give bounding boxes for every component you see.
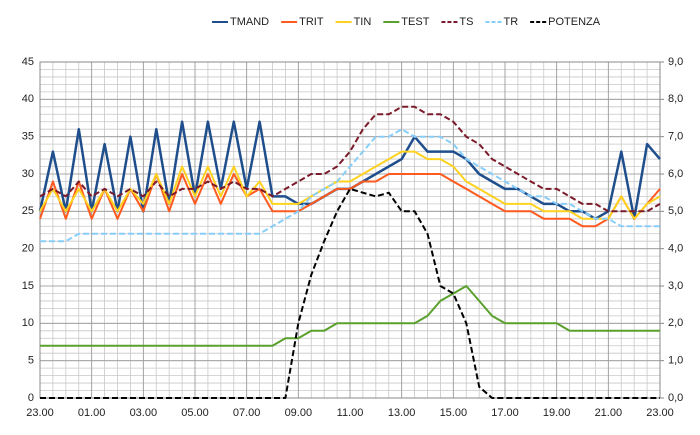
legend-label: POTENZA: [548, 16, 601, 28]
x-tick-label: 19.00: [543, 407, 571, 419]
series-line: [40, 285, 660, 347]
y2-tick-label: 4,0: [668, 243, 683, 255]
x-tick-label: 05.00: [181, 407, 209, 419]
legend-label: TS: [459, 16, 473, 28]
legend-label: TR: [503, 16, 518, 28]
y2-tick-label: 5,0: [668, 205, 683, 217]
x-tick-label: 01.00: [78, 407, 106, 419]
y2-tick-label: 9,0: [668, 56, 683, 68]
y-tick-label: 5: [28, 355, 34, 367]
x-tick-label: 15.00: [440, 407, 468, 419]
y-tick-label: 30: [22, 168, 34, 180]
series-line: [40, 187, 660, 399]
legend-label: TEST: [401, 16, 429, 28]
y2-tick-label: 8,0: [668, 93, 683, 105]
x-tick-label: 07.00: [233, 407, 261, 419]
x-tick-label: 23.00: [646, 407, 674, 419]
y-tick-label: 25: [22, 205, 34, 217]
x-tick-label: 23.00: [26, 407, 54, 419]
legend-label: TMAND: [230, 16, 269, 28]
y-tick-label: 10: [22, 317, 34, 329]
series-line: [39, 173, 661, 228]
legend-label: TRIT: [299, 16, 324, 28]
y-tick-label: 20: [22, 243, 34, 255]
y-tick-label: 40: [22, 93, 34, 105]
x-tick-label: 09.00: [285, 407, 313, 419]
y2-tick-label: 3,0: [668, 280, 683, 292]
y2-tick-label: 1,0: [668, 355, 683, 367]
y-tick-label: 15: [22, 280, 34, 292]
y-tick-label: 0: [28, 392, 34, 404]
series-line: [39, 105, 661, 213]
legend-label: TIN: [354, 16, 372, 28]
x-tick-label: 17.00: [491, 407, 519, 419]
plot-border: [39, 61, 661, 399]
y2-tick-label: 6,0: [668, 168, 683, 180]
x-tick-label: 13.00: [388, 407, 416, 419]
y2-tick-label: 7,0: [668, 131, 683, 143]
x-tick-label: 11.00: [337, 407, 364, 419]
y-tick-label: 45: [22, 56, 34, 68]
x-tick-label: 03.00: [130, 407, 158, 419]
y-tick-label: 35: [22, 131, 34, 143]
series-line: [39, 150, 661, 220]
y2-tick-label: 2,0: [668, 317, 683, 329]
series-line: [40, 128, 660, 243]
y2-tick-label: 0,0: [668, 392, 683, 404]
x-tick-label: 21.00: [595, 407, 623, 419]
